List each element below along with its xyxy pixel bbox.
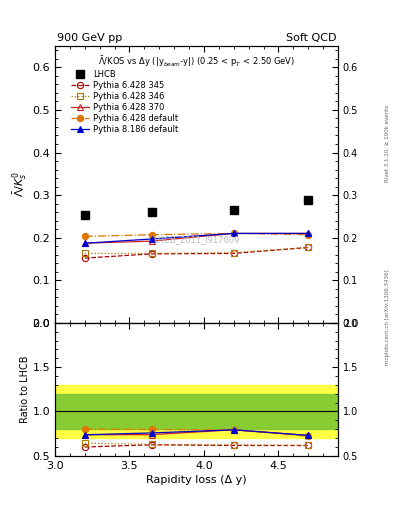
Pythia 6.428 345 — [83, 255, 87, 261]
Pythia 6.428 345 — [149, 251, 154, 257]
Pythia 6.428 345 — [306, 244, 310, 250]
Pythia 6.428 370 — [306, 230, 310, 237]
Text: 900 GeV pp: 900 GeV pp — [57, 33, 122, 44]
LHCB — [231, 207, 236, 213]
Pythia 8.186 default — [306, 230, 310, 237]
LHCB — [306, 197, 310, 203]
Text: mcplots.cern.ch [arXiv:1306.3436]: mcplots.cern.ch [arXiv:1306.3436] — [385, 270, 390, 365]
LHCB — [83, 211, 87, 218]
Pythia 8.186 default — [83, 240, 87, 246]
Pythia 6.428 346 — [149, 250, 154, 257]
X-axis label: Rapidity loss (Δ y): Rapidity loss (Δ y) — [146, 475, 247, 485]
Bar — [55, 385, 338, 438]
Line: Pythia 6.428 370: Pythia 6.428 370 — [82, 230, 311, 246]
Pythia 6.428 370 — [83, 240, 87, 246]
Line: LHCB: LHCB — [81, 197, 312, 219]
Text: LHCB_2011_I917009: LHCB_2011_I917009 — [153, 236, 240, 244]
Line: Pythia 6.428 345: Pythia 6.428 345 — [82, 244, 311, 261]
Pythia 8.186 default — [149, 236, 154, 242]
LHCB — [149, 209, 154, 215]
Bar — [55, 394, 338, 429]
Y-axis label: $\bar{\Lambda}/K_s^0$: $\bar{\Lambda}/K_s^0$ — [11, 172, 29, 197]
Text: Soft QCD: Soft QCD — [286, 33, 336, 44]
Pythia 6.428 346 — [306, 244, 310, 250]
Text: Rivet 3.1.10, ≥ 100k events: Rivet 3.1.10, ≥ 100k events — [385, 105, 390, 182]
Pythia 6.428 default — [83, 233, 87, 240]
Pythia 6.428 346 — [231, 249, 236, 255]
Pythia 6.428 default — [306, 231, 310, 238]
Pythia 6.428 370 — [231, 230, 236, 237]
Legend: LHCB, Pythia 6.428 345, Pythia 6.428 346, Pythia 6.428 370, Pythia 6.428 default: LHCB, Pythia 6.428 345, Pythia 6.428 346… — [70, 70, 178, 134]
Y-axis label: Ratio to LHCB: Ratio to LHCB — [20, 355, 29, 423]
Text: $\bar{\Lambda}$/KOS vs $\Delta$y (|y$_{beam}$-y|) (0.25 < p$_T$ < 2.50 GeV): $\bar{\Lambda}$/KOS vs $\Delta$y (|y$_{b… — [98, 54, 295, 69]
Pythia 6.428 370 — [149, 238, 154, 244]
Line: Pythia 6.428 default: Pythia 6.428 default — [82, 230, 311, 240]
Pythia 6.428 346 — [83, 250, 87, 257]
Line: Pythia 8.186 default: Pythia 8.186 default — [82, 230, 311, 246]
Pythia 6.428 default — [231, 230, 236, 237]
Pythia 8.186 default — [231, 230, 236, 237]
Line: Pythia 6.428 346: Pythia 6.428 346 — [82, 244, 311, 257]
Pythia 6.428 345 — [231, 250, 236, 257]
Pythia 6.428 default — [149, 231, 154, 238]
